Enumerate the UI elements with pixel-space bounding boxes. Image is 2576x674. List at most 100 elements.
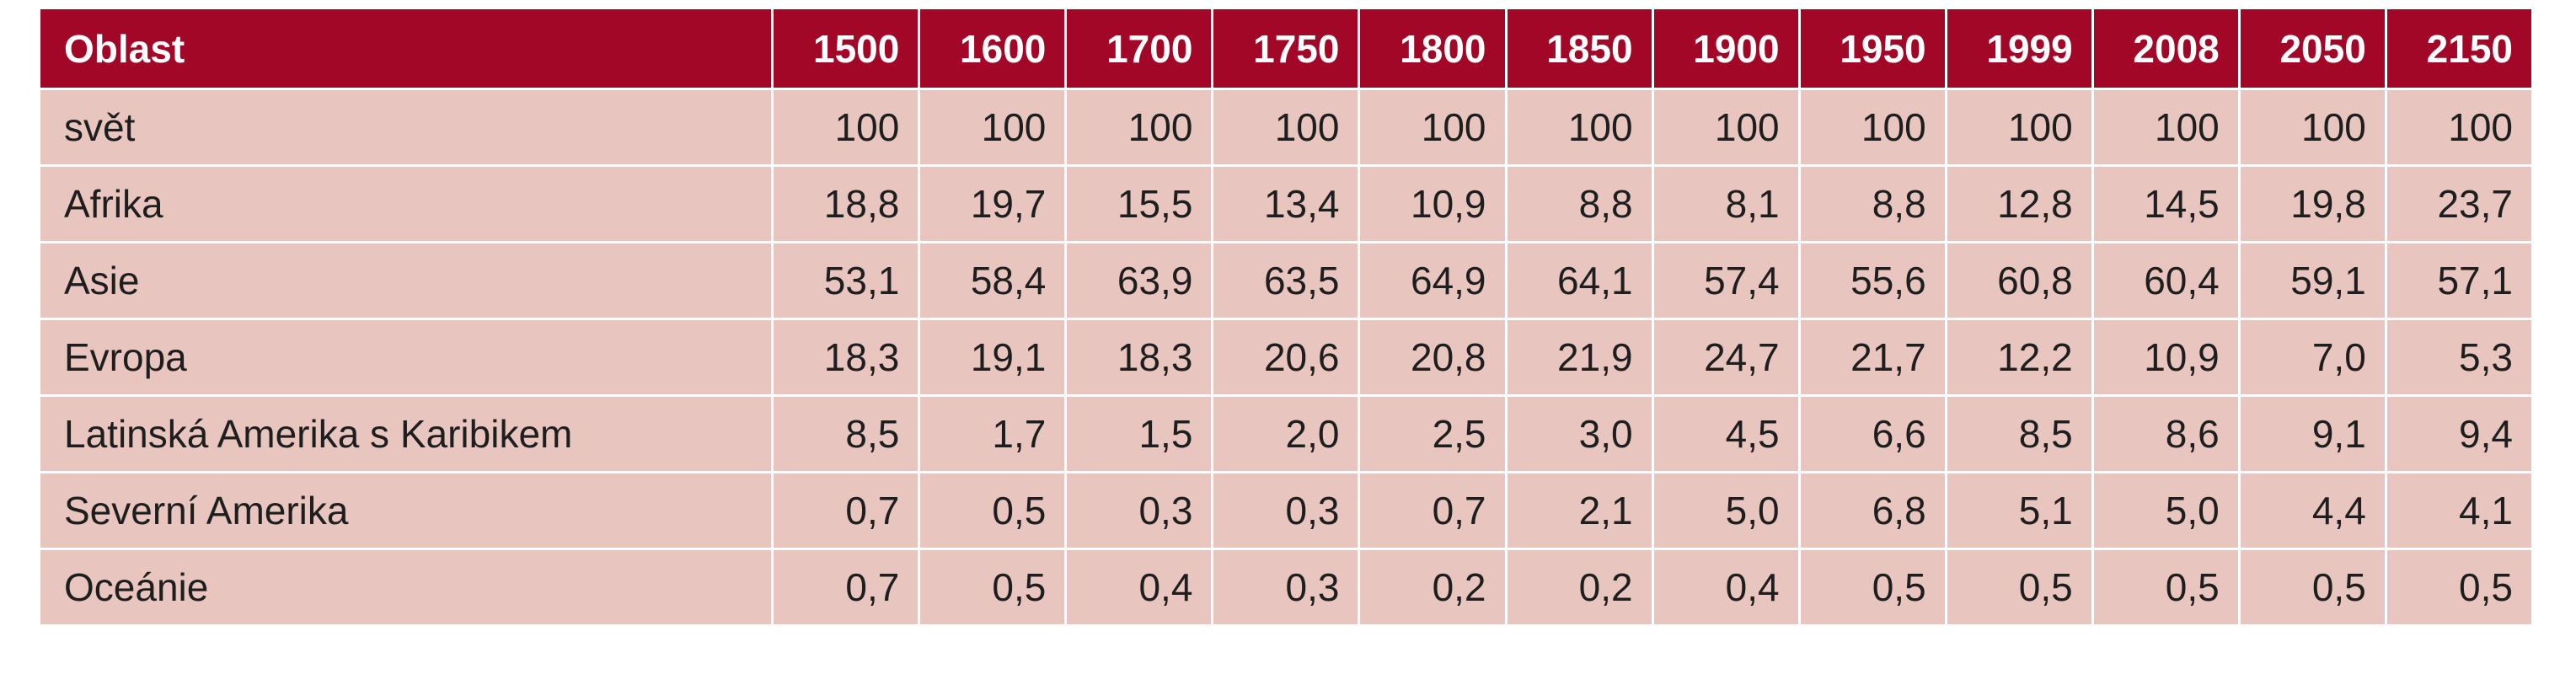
table-cell: 18,3 <box>771 318 921 397</box>
row-label: Afrika <box>37 164 774 243</box>
table-row: Latinská Amerika s Karibikem 8,5 1,7 1,5 2,0… <box>37 394 2535 473</box>
table-cell: 9,4 <box>2384 394 2535 473</box>
table-cell: 0,7 <box>1358 471 1508 550</box>
table-cell: 100 <box>2091 88 2241 167</box>
table-cell: 1,5 <box>1064 394 1214 473</box>
table-cell: 57,1 <box>2384 241 2535 320</box>
table-cell: 0,2 <box>1358 548 1508 627</box>
column-header-year-2150: 2150 <box>2384 7 2535 90</box>
column-header-year-1800: 1800 <box>1358 7 1508 90</box>
table-cell: 0,5 <box>2384 548 2535 627</box>
table-cell: 21,9 <box>1504 318 1654 397</box>
table-cell: 8,8 <box>1797 164 1947 243</box>
table-cell: 0,5 <box>2237 548 2387 627</box>
table-cell: 0,4 <box>1064 548 1214 627</box>
table-cell: 100 <box>1797 88 1947 167</box>
table-cell: 0,5 <box>918 471 1068 550</box>
table-row: Evropa 18,3 19,1 18,3 20,6 20,8 21,9 24,7 21,7 12… <box>37 318 2535 397</box>
table-cell: 9,1 <box>2237 394 2387 473</box>
table-cell: 63,9 <box>1064 241 1214 320</box>
table-cell: 5,3 <box>2384 318 2535 397</box>
column-header-year-1750: 1750 <box>1211 7 1361 90</box>
table-cell: 60,4 <box>2091 241 2241 320</box>
table-cell: 19,1 <box>918 318 1068 397</box>
table-cell: 2,1 <box>1504 471 1654 550</box>
table-cell: 64,1 <box>1504 241 1654 320</box>
table-cell: 10,9 <box>1358 164 1508 243</box>
table-cell: 5,1 <box>1944 471 2094 550</box>
table-cell: 57,4 <box>1651 241 1801 320</box>
table-row: Oceánie 0,7 0,5 0,4 0,3 0,2 0,2 0,4 0,5 0,5 0,5 0,5… <box>37 548 2535 627</box>
table-cell: 0,7 <box>771 548 921 627</box>
table-cell: 0,5 <box>2091 548 2241 627</box>
table-cell: 1,7 <box>918 394 1068 473</box>
table-cell: 0,3 <box>1211 471 1361 550</box>
table-cell: 20,8 <box>1358 318 1508 397</box>
table-cell: 53,1 <box>771 241 921 320</box>
table-cell: 10,9 <box>2091 318 2241 397</box>
table-cell: 64,9 <box>1358 241 1508 320</box>
table-cell: 6,6 <box>1797 394 1947 473</box>
table-cell: 4,1 <box>2384 471 2535 550</box>
table-cell: 20,6 <box>1211 318 1361 397</box>
table-cell: 12,2 <box>1944 318 2094 397</box>
table-cell: 100 <box>771 88 921 167</box>
row-label: Asie <box>37 241 774 320</box>
row-label: svět <box>37 88 774 167</box>
table-cell: 23,7 <box>2384 164 2535 243</box>
table-cell: 24,7 <box>1651 318 1801 397</box>
table-cell: 0,7 <box>771 471 921 550</box>
table-cell: 0,5 <box>1944 548 2094 627</box>
column-header-year-1999: 1999 <box>1944 7 2094 90</box>
table-cell: 8,6 <box>2091 394 2241 473</box>
table-cell: 63,5 <box>1211 241 1361 320</box>
column-header-year-1500: 1500 <box>771 7 921 90</box>
column-header-year-1700: 1700 <box>1064 7 1214 90</box>
table-row: Asie 53,1 58,4 63,9 63,5 64,9 64,1 57,4 55,6 60,8… <box>37 241 2535 320</box>
table-cell: 8,1 <box>1651 164 1801 243</box>
table-cell: 15,5 <box>1064 164 1214 243</box>
table-cell: 2,0 <box>1211 394 1361 473</box>
table-body: svět 100 100 100 100 100 100 100 100 100 100 100 100… <box>37 88 2535 627</box>
table-cell: 2,5 <box>1358 394 1508 473</box>
column-header-year-1600: 1600 <box>918 7 1068 90</box>
table-cell: 7,0 <box>2237 318 2387 397</box>
table-cell: 14,5 <box>2091 164 2241 243</box>
table-cell: 100 <box>1651 88 1801 167</box>
column-header-year-1850: 1850 <box>1504 7 1654 90</box>
table-cell: 12,8 <box>1944 164 2094 243</box>
table-cell: 100 <box>1944 88 2094 167</box>
table-header: Oblast 1500 1600 1700 1750 1800 1850 1900 1950 19… <box>37 7 2535 90</box>
row-label: Evropa <box>37 318 774 397</box>
column-header-year-2008: 2008 <box>2091 7 2241 90</box>
table-cell: 18,8 <box>771 164 921 243</box>
column-header-year-2050: 2050 <box>2237 7 2387 90</box>
table-cell: 100 <box>1504 88 1654 167</box>
population-share-table: Oblast 1500 1600 1700 1750 1800 1850 1900 1950 19… <box>37 7 2535 627</box>
table-cell: 0,5 <box>1797 548 1947 627</box>
table-row: Afrika 18,8 19,7 15,5 13,4 10,9 8,8 8,1 8,8 12,8 1… <box>37 164 2535 243</box>
table-cell: 4,5 <box>1651 394 1801 473</box>
table-cell: 100 <box>918 88 1068 167</box>
table-cell: 4,4 <box>2237 471 2387 550</box>
table-row: Severní Amerika 0,7 0,5 0,3 0,3 0,7 2,1 5,0 6,8 5… <box>37 471 2535 550</box>
table-cell: 100 <box>1064 88 1214 167</box>
table-cell: 55,6 <box>1797 241 1947 320</box>
table-cell: 18,3 <box>1064 318 1214 397</box>
table-cell: 58,4 <box>918 241 1068 320</box>
column-header-region: Oblast <box>37 7 774 90</box>
table-cell: 0,5 <box>918 548 1068 627</box>
table-cell: 100 <box>2237 88 2387 167</box>
population-share-table-container: Oblast 1500 1600 1700 1750 1800 1850 1900 1950 19… <box>37 7 2535 627</box>
table-cell: 0,4 <box>1651 548 1801 627</box>
table-cell: 19,7 <box>918 164 1068 243</box>
table-row: svět 100 100 100 100 100 100 100 100 100 100 100 100 <box>37 88 2535 167</box>
column-header-year-1950: 1950 <box>1797 7 1947 90</box>
table-cell: 60,8 <box>1944 241 2094 320</box>
table-cell: 0,3 <box>1064 471 1214 550</box>
table-cell: 100 <box>1211 88 1361 167</box>
row-label: Severní Amerika <box>37 471 774 550</box>
table-cell: 19,8 <box>2237 164 2387 243</box>
row-label: Latinská Amerika s Karibikem <box>37 394 774 473</box>
table-cell: 0,3 <box>1211 548 1361 627</box>
